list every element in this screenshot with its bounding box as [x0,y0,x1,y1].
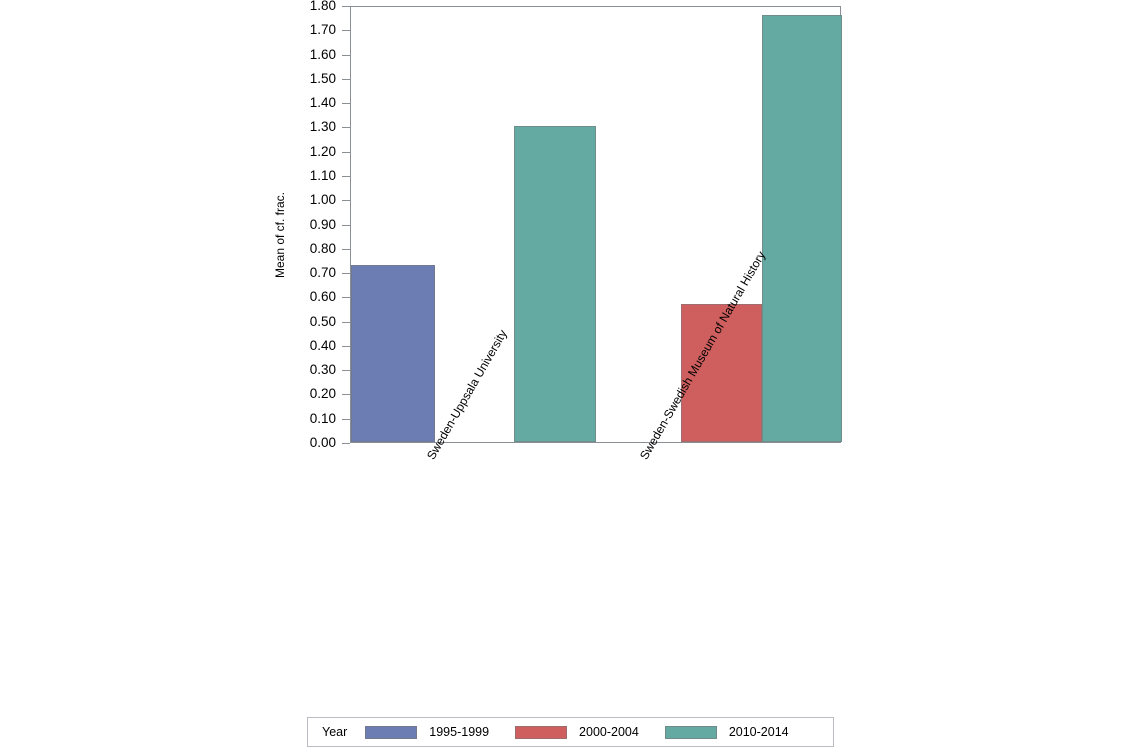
legend-item-label: 2010-2014 [728,725,789,739]
bar[interactable] [681,303,762,442]
legend-item[interactable]: 2000-2004 [515,725,639,739]
y-axis-tick-label: 1.30 [309,119,336,135]
y-axis-tick-label: 0.50 [309,313,336,329]
y-axis-tick-mark [342,200,350,202]
x-axis-category-label: Sweden-Swedish Museum of Natural History [637,248,769,462]
bar[interactable] [351,264,435,442]
y-axis-tick-label: 1.40 [309,95,336,111]
y-axis-tick-mark [342,418,350,420]
y-axis-tick-mark [342,273,350,275]
legend-title: Year [322,725,348,739]
y-axis-tick-label: 1.10 [309,167,336,183]
y-axis-tick-label: 0.90 [309,216,336,232]
y-axis-tick-label: 1.00 [309,192,336,208]
y-axis-tick-label: 0.40 [309,337,336,353]
y-axis-tick-label: 1.60 [309,46,336,62]
y-axis-tick-mark [342,248,350,250]
y-axis-tick-label: 0.70 [309,265,336,281]
legend-color-swatch [664,725,717,739]
y-axis-tick-mark [342,394,350,396]
legend-item-label: 2000-2004 [579,725,639,739]
y-axis-tick-label: 1.20 [309,143,336,159]
y-axis-tick-mark [342,127,350,129]
y-axis-tick-mark [342,78,350,80]
bar[interactable] [762,14,842,442]
y-axis-tick-mark [342,54,350,56]
y-axis-tick-label: 0.80 [309,240,336,256]
y-axis-tick-mark [342,30,350,32]
legend-item[interactable]: 2010-2014 [664,725,789,739]
y-axis-tick-mark [342,443,350,444]
y-axis-tick-mark [342,151,350,153]
y-axis-tick-label: 0.00 [309,435,336,450]
y-axis-tick-label: 1.70 [309,22,336,38]
y-axis-tick-mark [342,321,350,323]
legend-item[interactable]: 1995-1999 [365,725,489,739]
x-axis-category-label: Sweden-Uppsala University [424,327,510,462]
y-axis-tick-mark [342,224,350,226]
legend-items: 1995-1999 2000-2004 2010-2014 [365,725,814,739]
y-axis-tick-label: 0.10 [309,410,336,426]
legend-color-swatch [365,725,418,739]
legend-item-label: 1995-1999 [429,725,490,739]
bar[interactable] [514,126,596,442]
y-axis-tick-label: 0.30 [309,362,336,378]
y-axis-tick-label: 0.60 [309,289,336,305]
legend-color-swatch [515,725,568,739]
y-axis-tick-mark [342,103,350,105]
plot-area [350,6,842,443]
y-axis-tick-label: 1.80 [309,0,336,13]
y-axis-tick-mark [342,6,350,7]
legend: Year 1995-1999 2000-2004 2010-2014 [307,717,834,747]
y-axis-tick-mark [342,345,350,347]
y-axis-tick-label: 1.50 [309,70,336,86]
y-axis-tick-mark [342,370,350,372]
y-axis-tick-mark [342,297,350,299]
y-axis-tick-mark [342,175,350,177]
y-axis-tick-label: 0.20 [309,386,336,402]
y-axis: 0.00 0.10 0.20 0.30 0.40 0.50 0.60 0.70 0.80 0.90… [0,0,350,756]
